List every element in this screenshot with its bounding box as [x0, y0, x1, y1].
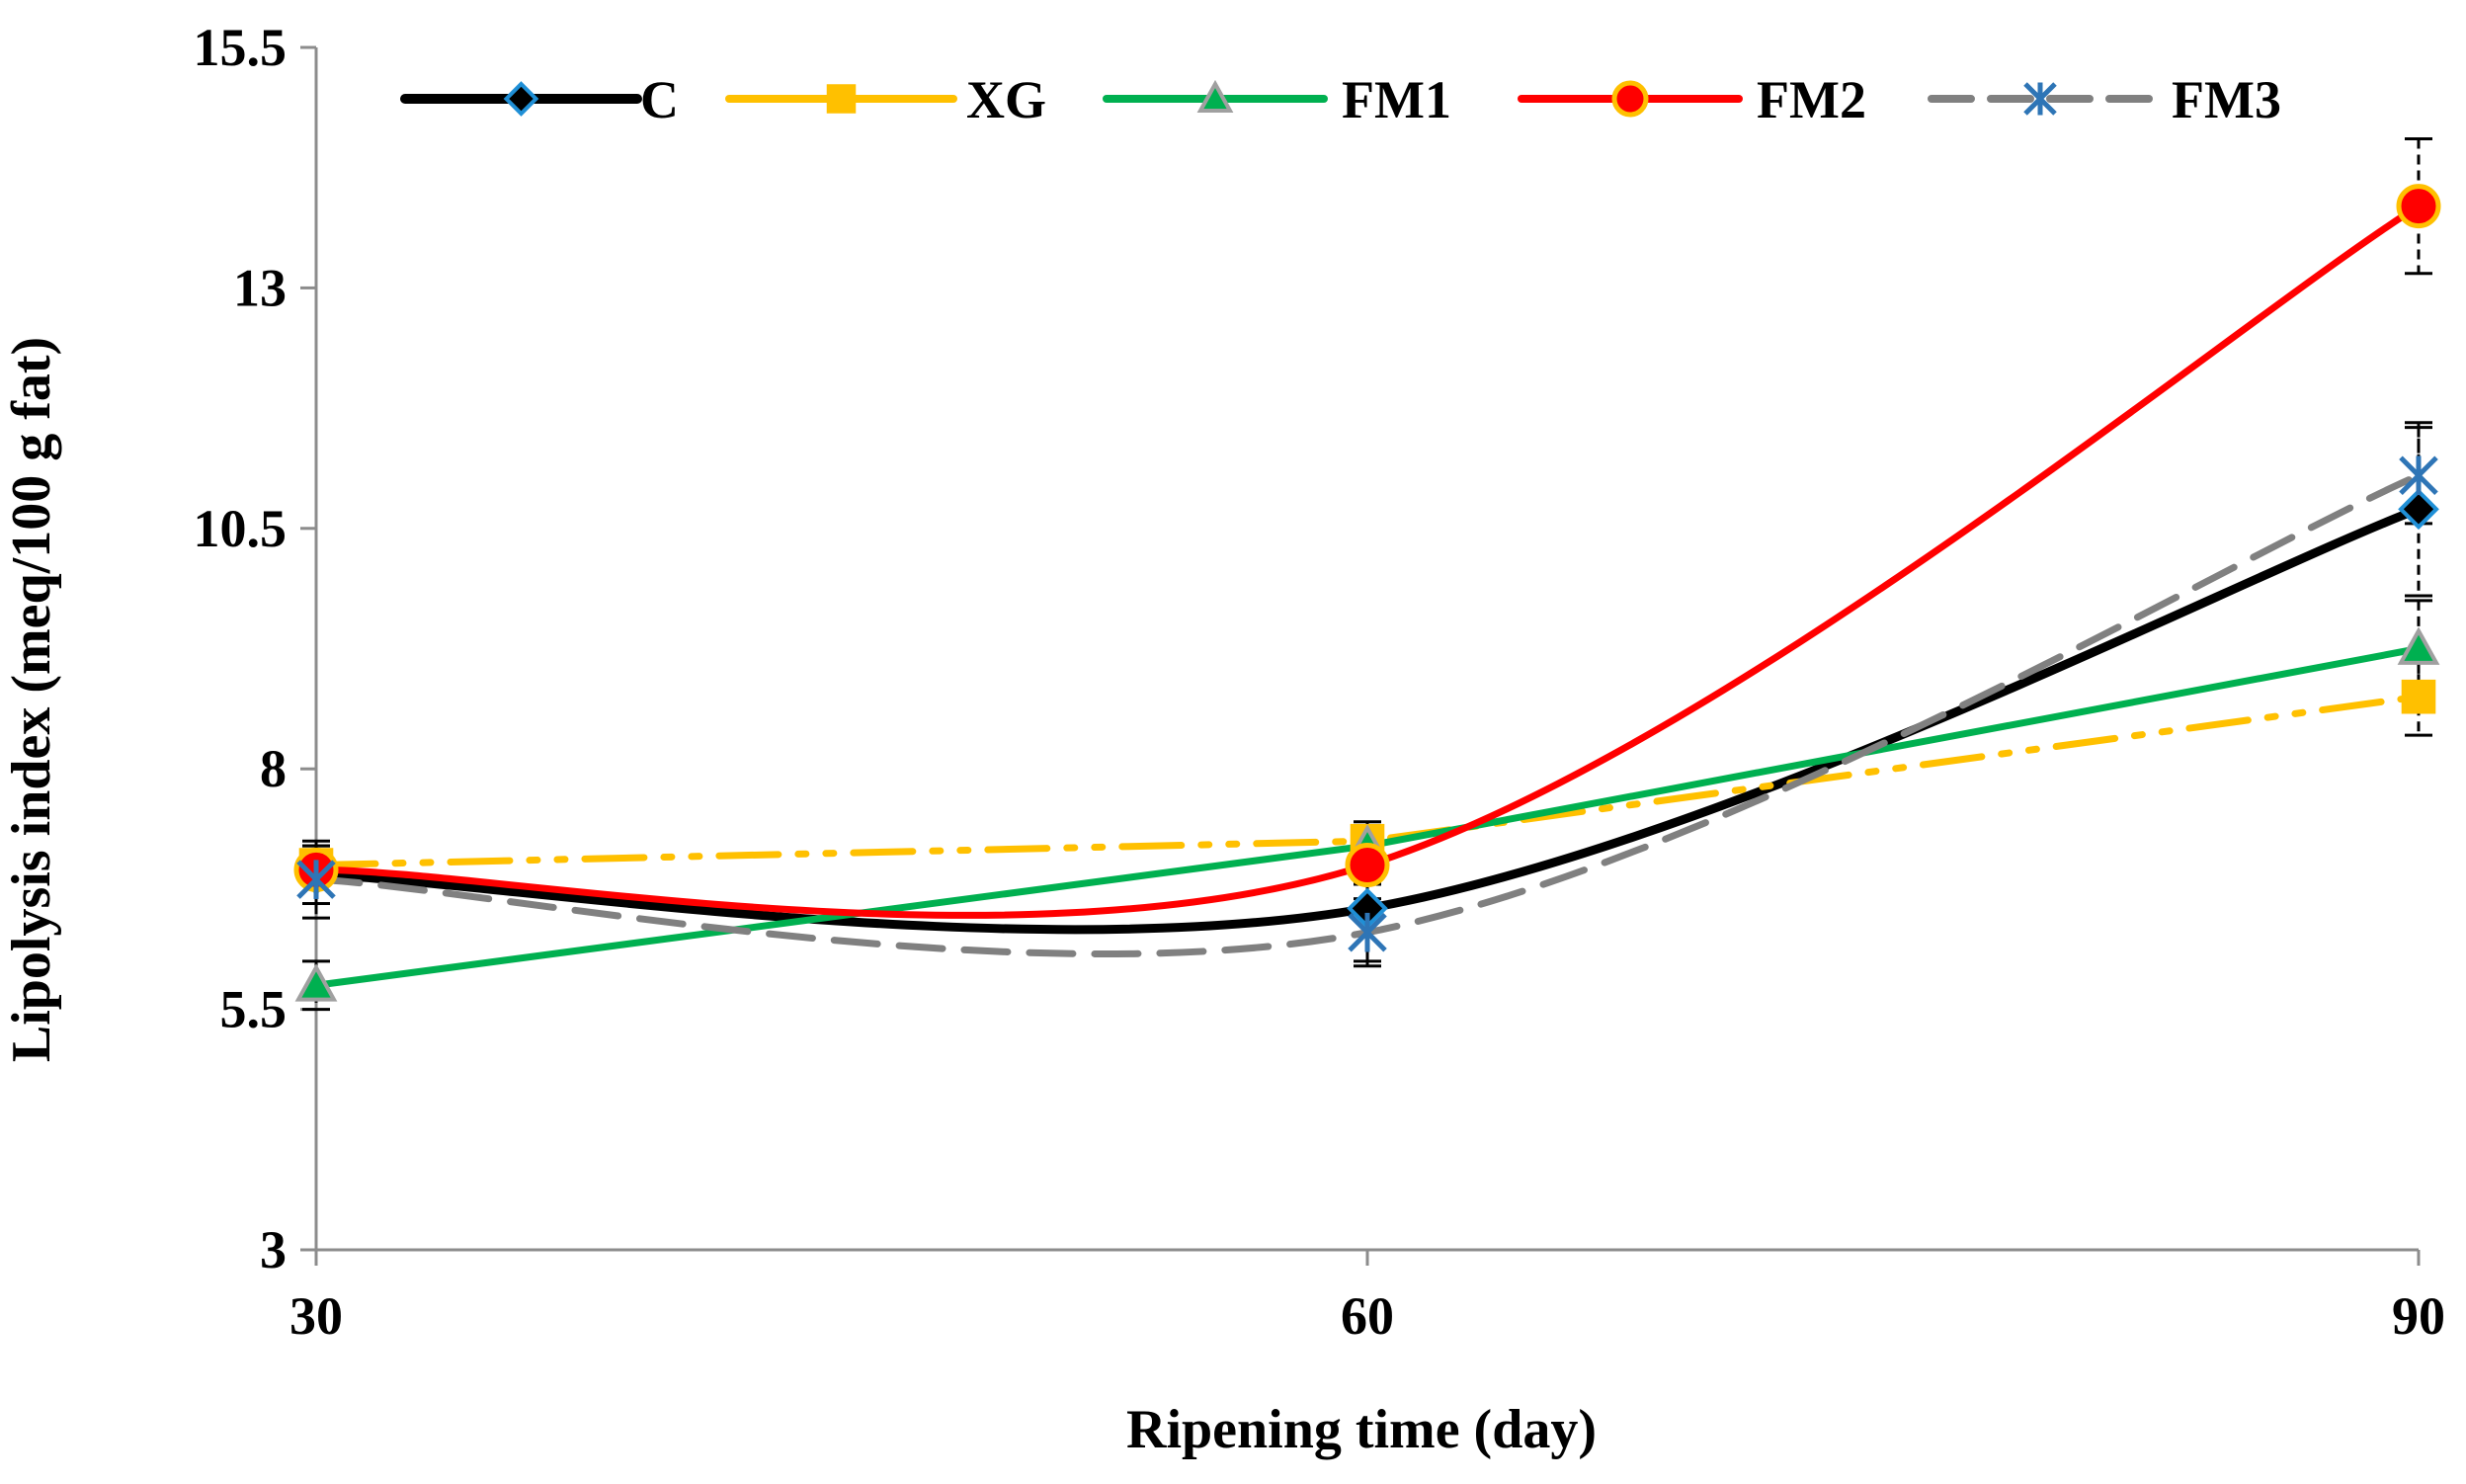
data-point-c	[2398, 488, 2439, 531]
data-point-fm3	[1348, 912, 1387, 952]
y-tick-label: 8	[260, 739, 287, 798]
marker-shape	[2401, 679, 2436, 714]
legend-label: C	[640, 70, 679, 129]
x-axis-title: Ripening time (day)	[1126, 1399, 1597, 1460]
data-markers	[293, 184, 2441, 1002]
legend-marker	[1196, 79, 1234, 113]
y-tick-label: 13	[233, 258, 287, 317]
legend-marker	[2023, 82, 2057, 116]
y-tick-label: 3	[260, 1220, 287, 1279]
data-point-fm1	[2397, 626, 2440, 665]
marker-shape	[2397, 626, 2440, 665]
legend-label: XG	[966, 70, 1046, 129]
data-point-fm2	[2396, 184, 2441, 229]
data-point-fm3	[296, 860, 336, 899]
y-tick-label: 10.5	[194, 499, 288, 558]
x-tick-label: 30	[289, 1286, 343, 1346]
legend-marker	[1611, 80, 1649, 118]
marker-shape	[294, 963, 338, 1002]
legend-label: FM1	[1342, 70, 1451, 129]
legend-label: FM2	[1757, 70, 1866, 129]
legend-marker	[826, 84, 857, 114]
legend-item-c: C	[400, 70, 679, 129]
legend-label: FM3	[2172, 70, 2281, 129]
data-point-fm2	[1345, 843, 1390, 888]
y-axis-title: Lipolysis index (meq/100 g fat)	[1, 337, 62, 1062]
marker-shape	[2398, 488, 2439, 531]
marker-shape	[2396, 184, 2441, 229]
y-tick-label: 15.5	[194, 18, 288, 77]
series-line-fm2	[312, 203, 2423, 919]
data-point-fm1	[294, 963, 338, 1002]
legend-item-fm3: FM3	[1928, 70, 2281, 129]
y-tick-label: 5.5	[220, 980, 288, 1039]
marker-shape	[1611, 80, 1649, 118]
legend-item-fm2: FM2	[1518, 70, 1866, 129]
marker-shape	[1345, 843, 1390, 888]
x-tick-label: 60	[1341, 1286, 1394, 1346]
data-point-fm3	[2399, 455, 2438, 496]
legend-marker	[503, 81, 539, 117]
x-tick-label: 90	[2392, 1286, 2445, 1346]
marker-shape	[503, 81, 539, 117]
legend-item-xg: XG	[725, 70, 1046, 129]
axes: 3 5.5 8 10.5 13 15.5 30 60 90	[194, 18, 2446, 1346]
marker-shape	[1196, 79, 1234, 113]
data-point-xg	[2401, 679, 2436, 714]
legend: C XG FM1 FM2 FM3	[400, 70, 2281, 129]
marker-shape	[826, 84, 857, 114]
legend-item-fm1: FM1	[1103, 70, 1451, 129]
